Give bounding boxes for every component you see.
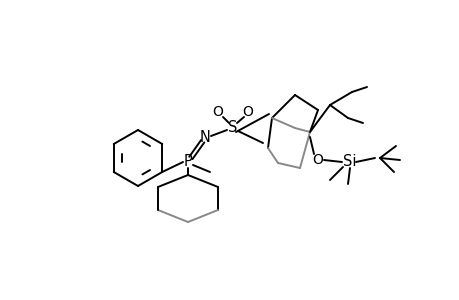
Text: O: O xyxy=(212,105,223,119)
Text: O: O xyxy=(312,153,323,167)
Text: P: P xyxy=(183,154,192,169)
Text: O: O xyxy=(242,105,253,119)
Text: Si: Si xyxy=(342,154,356,169)
Text: N: N xyxy=(199,130,210,146)
Text: S: S xyxy=(228,121,237,136)
